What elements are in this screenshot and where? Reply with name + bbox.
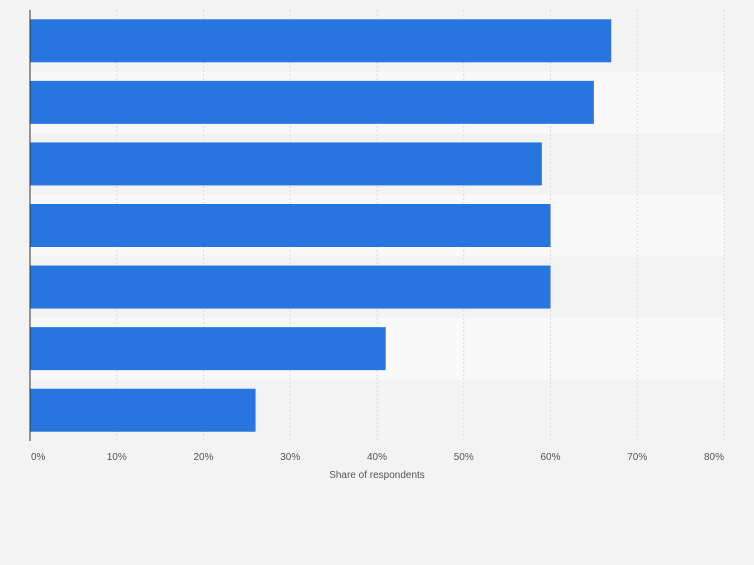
bars xyxy=(30,19,612,432)
bar[interactable] xyxy=(30,265,551,309)
x-tick-label: 70% xyxy=(627,452,647,463)
x-tick-label: 50% xyxy=(454,452,474,463)
bar[interactable] xyxy=(30,327,386,371)
bar[interactable] xyxy=(30,388,256,432)
x-axis-title: Share of respondents xyxy=(329,470,425,481)
bar[interactable] xyxy=(30,142,542,186)
x-tick-label: 40% xyxy=(367,452,387,463)
x-tick-label: 60% xyxy=(540,452,560,463)
x-tick-label: 10% xyxy=(107,452,127,463)
x-tick-label: 80% xyxy=(704,452,724,463)
bar[interactable] xyxy=(30,80,594,124)
x-tick-label: 0% xyxy=(31,452,46,463)
bar[interactable] xyxy=(30,204,551,247)
x-tick-labels: 0% 10% 20% 30% 40% 50% 60% 70% 80% xyxy=(31,452,724,463)
x-tick-label: 20% xyxy=(193,452,213,463)
x-tick-label: 30% xyxy=(280,452,300,463)
bar[interactable] xyxy=(30,19,612,63)
